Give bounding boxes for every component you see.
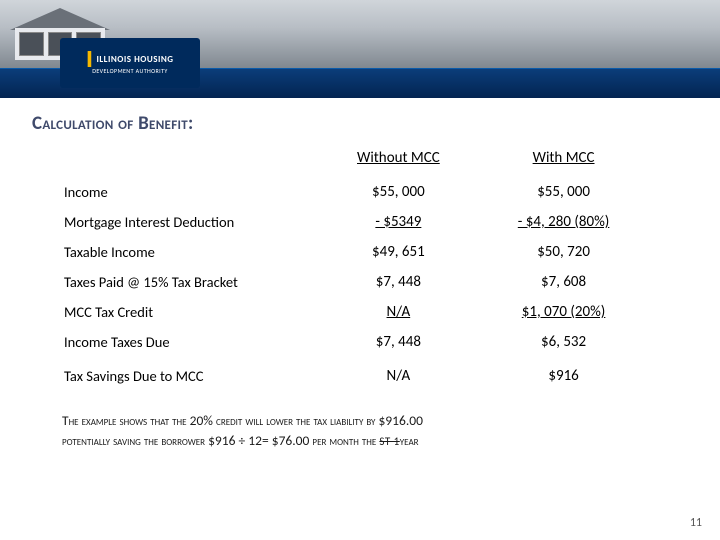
row-col1: - $5349 [320,207,478,237]
row-col2: $916 [477,357,650,395]
logo-sub: DEVELOPMENT AUTHORITY [92,67,168,75]
row-label: Income [60,177,320,207]
row-label: Taxable Income [60,237,320,267]
footnote-text: year [400,432,419,449]
page-number: 11 [690,516,702,530]
benefit-table: Without MCC With MCC Income$55, 000$55, … [60,143,650,395]
row-col2: $1, 070 (20%) [477,297,650,327]
row-col2: $7, 608 [477,267,650,297]
row-label: Taxes Paid @ 15% Tax Bracket [60,267,320,297]
row-col1: $55, 000 [320,177,478,207]
footnote-text: The example shows that the [62,412,190,429]
row-col1: N/A [320,297,478,327]
footnote-pct: 20% [190,412,213,429]
row-col1: $7, 448 [320,327,478,357]
footnote-year: ST 1 [379,435,399,448]
header-photo: ILLINOIS HOUSING DEVELOPMENT AUTHORITY [0,0,720,68]
row-col1: $7, 448 [320,267,478,297]
row-label: Income Taxes Due [60,327,320,357]
col-header-with: With MCC [477,143,650,177]
row-col2: $55, 000 [477,177,650,207]
row-label: Tax Savings Due to MCC [60,357,320,395]
table-row: Taxable Income$49, 651$50, 720 [60,237,650,267]
table-row: Mortgage Interest Deduction- $5349- $4, … [60,207,650,237]
table-row: Taxes Paid @ 15% Tax Bracket$7, 448$7, 6… [60,267,650,297]
table-row: MCC Tax CreditN/A$1, 070 (20%) [60,297,650,327]
table-row: Income$55, 000$55, 000 [60,177,650,207]
logo-main: ILLINOIS HOUSING [96,54,173,65]
row-col1: $49, 651 [320,237,478,267]
row-label: MCC Tax Credit [60,297,320,327]
footnote-text: credit will lower the tax liability by [216,412,378,429]
footnote-text: per month the [312,432,379,449]
page-title: Calculation of Benefit: [32,112,720,135]
footnote-calc: $916 ÷ 12= $76.00 [208,432,309,449]
logo-icon [86,51,92,67]
table-row: Tax Savings Due to MCCN/A$916 [60,357,650,395]
col-header-without: Without MCC [320,143,478,177]
row-col2: $50, 720 [477,237,650,267]
row-col1: N/A [320,357,478,395]
row-label: Mortgage Interest Deduction [60,207,320,237]
ihda-logo: ILLINOIS HOUSING DEVELOPMENT AUTHORITY [60,38,200,88]
footnote-amt: $916.00 [378,412,422,429]
footnote: The example shows that the 20% credit wi… [62,411,660,452]
row-col2: $6, 532 [477,327,650,357]
row-col2: - $4, 280 (80%) [477,207,650,237]
footnote-text: potentially saving the borrower [62,432,208,449]
table-row: Income Taxes Due$7, 448$6, 532 [60,327,650,357]
